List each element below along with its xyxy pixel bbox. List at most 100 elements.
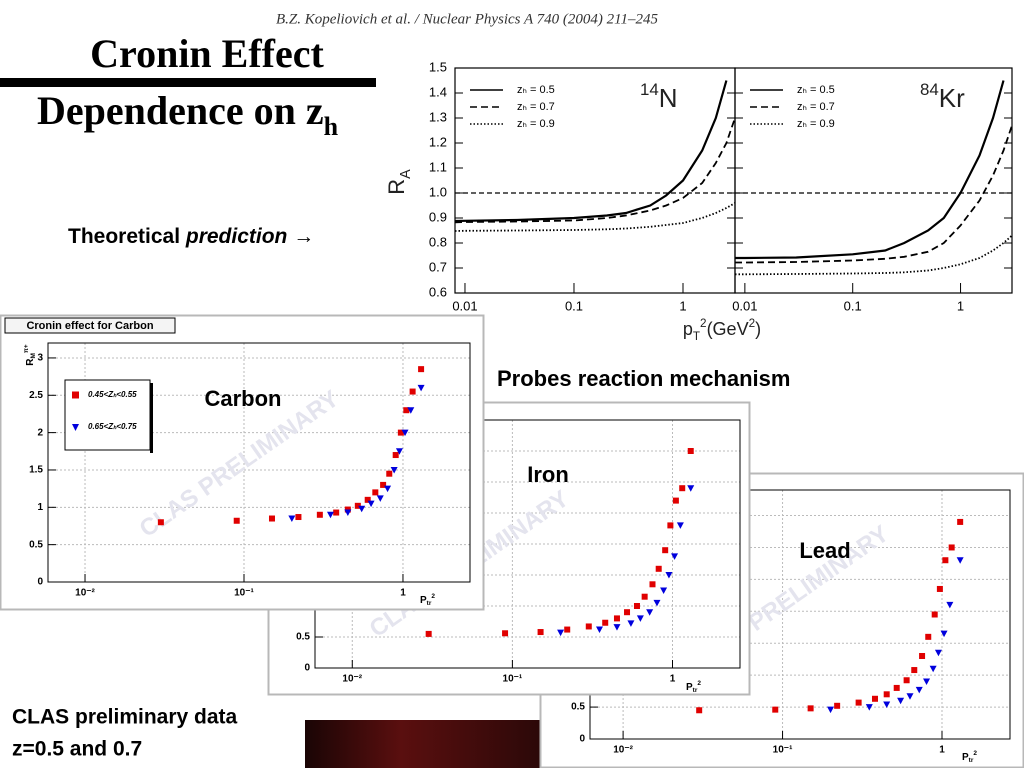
data-point — [679, 485, 686, 492]
data-point — [627, 620, 635, 627]
data-point — [883, 691, 890, 698]
legend-swatch — [72, 424, 79, 431]
data-point — [911, 667, 918, 674]
legend-label: zₕ = 0.7 — [517, 101, 555, 113]
curve — [454, 117, 736, 224]
annotation: Iron — [527, 462, 569, 487]
data-point — [409, 388, 416, 395]
data-point — [665, 572, 673, 579]
label-part: 2 — [749, 317, 756, 330]
label-part: p — [683, 319, 693, 339]
data-point — [425, 630, 432, 637]
data-point — [653, 599, 661, 607]
data-point — [403, 407, 410, 414]
y-tick-label: 0.5 — [296, 632, 310, 643]
data-point — [564, 626, 571, 633]
data-point — [358, 505, 366, 513]
y-tick-label: 0.9 — [429, 209, 447, 224]
data-point — [893, 684, 900, 691]
x-tick-label: 0.01 — [452, 298, 477, 313]
data-point — [946, 601, 954, 609]
y-tick-label: 2.5 — [29, 390, 43, 401]
title-bar — [0, 78, 376, 87]
y-tick-label: 1 — [37, 502, 43, 513]
label-part: tr — [427, 600, 432, 607]
x-tick-label: 10⁻² — [342, 674, 362, 685]
label: 84Kr — [920, 80, 965, 113]
curve — [735, 234, 1013, 276]
annotation: Lead — [799, 538, 850, 563]
x-tick-label: 0.1 — [565, 298, 583, 313]
x-tick-label: 1 — [670, 674, 676, 685]
legend-box — [64, 379, 151, 451]
curve — [735, 125, 1013, 264]
label-part: h — [324, 112, 339, 141]
data-point — [295, 514, 302, 521]
data-point — [687, 448, 694, 454]
label: Theoretical prediction → — [68, 225, 314, 248]
label-part: T — [693, 330, 700, 343]
data-point — [834, 702, 841, 709]
data-point — [915, 686, 923, 694]
data-point — [672, 497, 679, 504]
legend-label: zₕ = 0.9 — [517, 118, 555, 130]
data-point — [401, 429, 409, 437]
data-point — [925, 633, 932, 640]
legend-label: 0.45<Zₕ<0.55 — [88, 390, 137, 399]
x-tick-label: 10⁻² — [75, 588, 95, 599]
data-point — [940, 630, 948, 638]
data-point — [386, 470, 393, 477]
label-part: 2 — [973, 750, 977, 757]
y-tick-label: 0.6 — [429, 284, 447, 299]
label-part: Dependence on z — [37, 88, 324, 133]
label: Ptr2 — [962, 750, 977, 764]
theory-chart: 0.6 0.7 0.8 0.9 1.0 1.1 1.2 1.3 1.4 1.5 0.01 0.1 1 14… — [378, 48, 1024, 346]
legend-label: zₕ = 0.5 — [517, 84, 555, 96]
legend-swatch — [72, 391, 79, 399]
data-point — [268, 515, 275, 522]
data-point — [367, 500, 375, 508]
data-point — [344, 509, 352, 517]
data-point — [624, 609, 631, 616]
data-point — [407, 407, 415, 414]
title-box — [4, 317, 176, 334]
data-point — [948, 544, 955, 551]
curve — [454, 202, 736, 232]
data-point — [671, 553, 679, 560]
y-tick-label: 2 — [37, 427, 43, 438]
data-point — [903, 677, 910, 684]
y-tick-label: 0 — [37, 577, 43, 588]
data-point — [662, 547, 669, 554]
x-tick-label: 1 — [957, 298, 964, 313]
y-tick-label: 1.0 — [429, 184, 447, 199]
x-tick-label: 10⁻² — [613, 745, 633, 756]
decor-strip — [305, 720, 545, 768]
label-part: P — [962, 752, 969, 763]
x-tick-label: 10⁻¹ — [773, 745, 793, 756]
slide-title: Cronin Effect — [90, 31, 324, 76]
data-point — [392, 452, 399, 459]
data-point — [919, 653, 926, 659]
y-tick-label: 1.5 — [29, 465, 43, 476]
curve — [454, 80, 728, 223]
label-part: 2 — [697, 680, 701, 687]
data-point — [354, 502, 361, 509]
y-tick-label: 0.8 — [429, 234, 447, 249]
data-point — [931, 611, 938, 618]
x-tick-label: 1 — [679, 298, 686, 313]
data-point — [636, 615, 644, 622]
footer-line: z=0.5 and 0.7 — [12, 738, 142, 761]
data-point — [897, 697, 905, 705]
y-tick-label: 0 — [579, 734, 585, 745]
data-point — [646, 609, 654, 616]
label-part: A — [398, 169, 414, 179]
label: RMπ+ — [23, 344, 37, 366]
label-part: → — [287, 225, 314, 248]
label-part: Kr — [939, 83, 965, 113]
label-part: 2 — [431, 593, 435, 600]
data-point — [934, 649, 942, 657]
y-tick-label: 0 — [304, 663, 310, 674]
label-part: N — [659, 83, 678, 113]
